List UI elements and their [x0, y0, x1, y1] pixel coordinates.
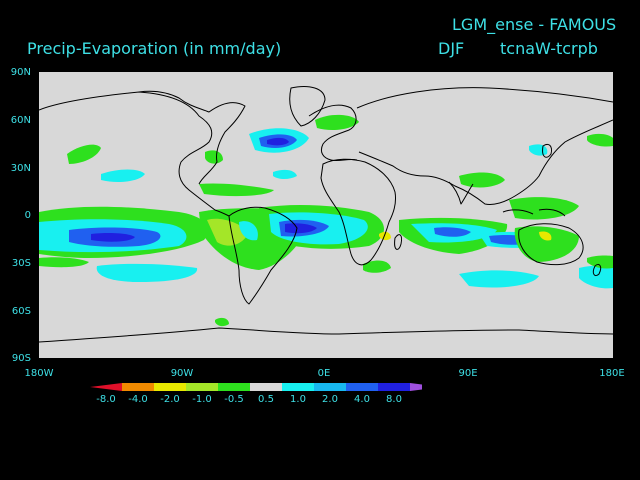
field-na-darkblue — [267, 137, 289, 146]
field-afr-yellow — [379, 231, 391, 241]
colorbar-swatch — [410, 383, 422, 391]
field-sio-cyan — [459, 270, 539, 288]
field-spac-lightgreen — [363, 260, 391, 273]
field-sp-green — [39, 257, 89, 268]
colorbar-label: -4.0 — [128, 394, 148, 405]
colorbar-swatch — [282, 383, 314, 391]
colorbar-swatch — [186, 383, 218, 391]
field-wp-green — [509, 197, 579, 220]
colorbar-label: -0.5 — [224, 394, 244, 405]
field-io-blue — [434, 227, 471, 237]
colorbar-swatch — [378, 383, 410, 391]
model-title: LGM_ense - FAMOUS — [452, 15, 617, 34]
colorbar-label: -8.0 — [96, 394, 116, 405]
colorbar-swatch — [218, 383, 250, 391]
coastlines — [39, 86, 613, 343]
field-sa-cyan — [239, 221, 258, 241]
season-label: DJF — [438, 39, 465, 58]
field-namid-cyan — [273, 169, 297, 179]
field-mid-green — [199, 183, 274, 197]
lat-label-30s: 30S — [11, 258, 31, 269]
colorbar-label: 1.0 — [290, 394, 306, 405]
field-na-green — [315, 114, 359, 130]
lon-label-90w: 90W — [170, 368, 194, 379]
field-alaska-green — [587, 133, 613, 147]
lon-label-180w: 180W — [24, 368, 54, 379]
colorbar-label: 2.0 — [322, 394, 338, 405]
field-spac-cyan — [579, 265, 613, 289]
lat-label-30n: 30N — [10, 163, 31, 174]
colorbar-label: 8.0 — [386, 394, 402, 405]
field-np-green — [67, 144, 101, 164]
colorbar-label: 4.0 — [354, 394, 370, 405]
colorbar — [90, 383, 422, 391]
lat-label-0: 0 — [24, 210, 31, 221]
field-aus-yellow — [539, 231, 552, 241]
lon-label-90e: 90E — [458, 368, 478, 379]
field-ant-green — [215, 317, 229, 327]
lat-label-90n: 90N — [10, 67, 31, 78]
precip-evap-map — [39, 72, 613, 358]
precip-field — [39, 114, 613, 327]
lat-label-60s: 60S — [11, 306, 31, 317]
lon-label-180e: 180E — [599, 368, 625, 379]
experiment-label: tcnaW-tcrpb — [500, 39, 598, 58]
field-pacific-darkblue — [91, 233, 135, 242]
colorbar-label: -2.0 — [160, 394, 180, 405]
lat-label-90s: 90S — [11, 353, 31, 364]
field-spac-green — [587, 255, 613, 269]
lat-label-60n: 60N — [10, 115, 31, 126]
colorbar-label: 0.5 — [258, 394, 274, 405]
colorbar-swatch — [90, 383, 122, 391]
field-aus-green — [514, 226, 579, 262]
field-sa-yellowgreen — [207, 218, 249, 246]
variable-title: Precip-Evaporation (in mm/day) — [27, 39, 282, 58]
field-np-cyan — [101, 169, 145, 182]
colorbar-swatch — [122, 383, 154, 391]
field-ca-green — [205, 150, 223, 164]
lon-label-0e: 0E — [317, 368, 331, 379]
colorbar-label: -1.0 — [192, 394, 212, 405]
colorbar-swatch — [314, 383, 346, 391]
colorbar-swatch — [154, 383, 186, 391]
field-asia-green — [459, 172, 505, 188]
colorbar-swatch — [250, 383, 282, 391]
field-sp-cyan — [96, 263, 198, 282]
field-atl-darkblue — [285, 223, 317, 234]
colorbar-swatch — [346, 383, 378, 391]
